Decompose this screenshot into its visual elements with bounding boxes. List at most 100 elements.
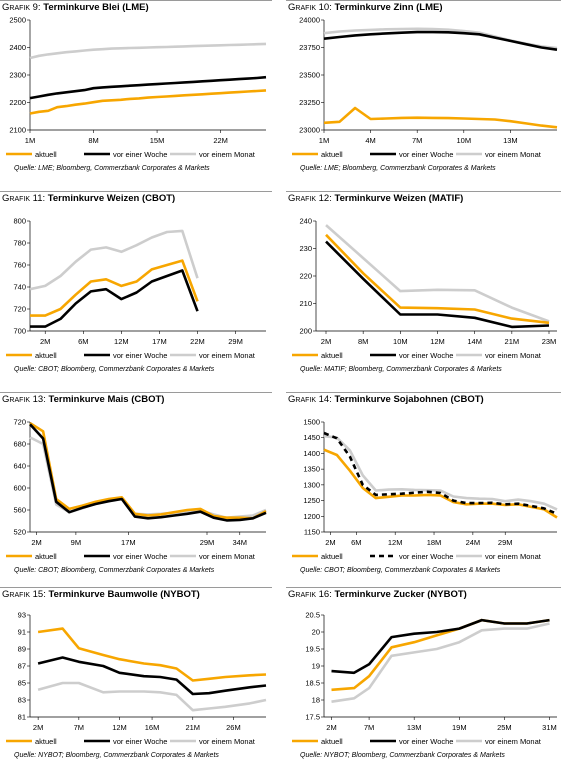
y-tick-label: 1450 — [303, 433, 320, 442]
x-tick-label: 4M — [365, 136, 375, 145]
chart-number: Grafik 10: — [288, 2, 332, 13]
y-tick-label: 20 — [312, 628, 320, 637]
legend-label-monat: vor einem Monat — [485, 150, 542, 159]
x-tick-label: 14M — [467, 337, 482, 346]
x-tick-label: 2M — [321, 337, 331, 346]
legend-label-woche: vor einer Woche — [399, 150, 453, 159]
x-axis: 1M 8M 15M 22M — [25, 129, 266, 145]
y-tick-label: 93 — [18, 611, 26, 620]
y-tick-label: 18 — [312, 696, 320, 705]
y-axis: 700 720 740 760 780 800 — [13, 217, 31, 336]
panel-divider — [0, 191, 272, 192]
chart-panel: Grafik 9: Terminkurve Blei (LME) 2100 2200… — [0, 0, 272, 188]
legend: aktuell vor einer Woche vor einem Monat — [6, 552, 256, 561]
y-tick-label: 560 — [13, 506, 26, 515]
chart-panel: Grafik 12: Terminkurve Weizen (MATIF) 200… — [286, 191, 561, 383]
x-tick-label: 8M — [88, 136, 98, 145]
x-tick-label: 13M — [407, 723, 422, 732]
legend-label-monat: vor einem Monat — [199, 737, 256, 746]
y-tick-label: 23000 — [299, 126, 320, 135]
panel-divider — [286, 392, 561, 393]
y-axis: 200 210 220 230 240 — [299, 217, 317, 336]
chart-source: Quelle: CBOT; Bloomberg, Commerzbank Cor… — [300, 567, 501, 574]
y-tick-label: 1300 — [303, 480, 320, 489]
chart-title-text: Terminkurve Sojabohnen (CBOT) — [331, 394, 484, 405]
series-group — [323, 431, 558, 519]
legend-label-aktuell: aktuell — [321, 150, 343, 159]
line-chart: 520 560 600 640 680 720 2M 9M 17M 29M 34M aktuell vo… — [6, 418, 267, 561]
y-tick-label: 23500 — [299, 71, 320, 80]
y-tick-label: 18.5 — [305, 679, 320, 688]
series-line-woche — [30, 269, 199, 328]
x-tick-label: 17M — [152, 337, 167, 346]
series-line-aktuell — [323, 448, 558, 519]
y-tick-label: 23250 — [299, 98, 320, 107]
chart-number: Grafik 16: — [288, 589, 332, 600]
x-axis: 2M 7M 13M 19M 25M 31M — [324, 716, 557, 732]
chart-number: Grafik 11: — [2, 193, 46, 204]
chart-panel: Grafik 10: Terminkurve Zinn (LME) 23000 23… — [286, 0, 561, 188]
x-tick-label: 24M — [466, 538, 481, 547]
y-tick-label: 1200 — [303, 512, 320, 521]
panel-divider — [286, 0, 561, 1]
x-axis: 2M 6M 12M 17M 22M 29M — [30, 330, 266, 346]
series-line-woche — [323, 30, 558, 51]
y-tick-label: 87 — [18, 662, 26, 671]
y-tick-label: 720 — [13, 418, 26, 427]
x-tick-label: 12M — [114, 337, 129, 346]
x-tick-label: 2M — [325, 538, 335, 547]
legend-label-woche: vor einer Woche — [399, 737, 453, 746]
chart-source: Quelle: NYBOT; Bloomberg, Commerzbank Co… — [300, 752, 505, 759]
y-tick-label: 240 — [299, 217, 312, 226]
x-axis: 2M 9M 17M 29M 34M — [30, 531, 266, 547]
chart-title: Grafik 11: Terminkurve Weizen (CBOT) — [2, 193, 175, 204]
chart-panel: Grafik 11: Terminkurve Weizen (CBOT) 700 7… — [0, 191, 272, 383]
x-tick-label: 21M — [185, 723, 200, 732]
y-tick-label: 24000 — [299, 16, 320, 25]
x-tick-label: 6M — [351, 538, 361, 547]
x-tick-label: 12M — [112, 723, 127, 732]
series-group — [325, 224, 550, 329]
legend: aktuell vor einer Woche vor einem Monat — [6, 351, 256, 360]
series-group — [323, 27, 558, 129]
chart-source: Quelle: CBOT; Bloomberg, Commerzbank Cor… — [14, 366, 215, 373]
series-group — [37, 627, 267, 712]
legend-label-monat: vor einem Monat — [199, 150, 256, 159]
series-group — [29, 421, 267, 522]
x-tick-label: 34M — [232, 538, 247, 547]
x-tick-label: 22M — [213, 136, 228, 145]
legend-label-aktuell: aktuell — [35, 150, 57, 159]
chart-panel: Grafik 13: Terminkurve Mais (CBOT) 520 560… — [0, 392, 272, 584]
y-axis: 23000 23250 23500 23750 24000 — [299, 16, 325, 135]
x-tick-label: 29M — [498, 538, 513, 547]
y-tick-label: 220 — [299, 272, 312, 281]
panel-divider — [286, 191, 561, 192]
chart-number: Grafik 14: — [288, 394, 332, 405]
line-chart: 700 720 740 760 780 800 2M 6M 12M 17M 22M 29M aktuel… — [6, 217, 266, 360]
series-line-monat — [29, 42, 267, 60]
y-tick-label: 640 — [13, 462, 26, 471]
y-tick-label: 520 — [13, 528, 26, 537]
legend-label-aktuell: aktuell — [35, 737, 57, 746]
chart-number: Grafik 12: — [288, 193, 332, 204]
x-tick-label: 2M — [40, 337, 50, 346]
x-tick-label: 22M — [190, 337, 205, 346]
chart-title: Grafik 13: Terminkurve Mais (CBOT) — [2, 394, 164, 405]
y-tick-label: 19 — [312, 662, 320, 671]
y-tick-label: 2300 — [9, 71, 26, 80]
legend-label-monat: vor einem Monat — [199, 351, 256, 360]
x-tick-label: 1M — [25, 136, 35, 145]
line-chart: 1150 1200 1250 1300 1350 1400 1450 1500 2M 6M 12M 1… — [292, 418, 558, 561]
series-line-aktuell — [323, 106, 558, 129]
chart-title: Grafik 15: Terminkurve Baumwolle (NYBOT) — [2, 589, 200, 600]
series-group — [331, 618, 550, 703]
x-tick-label: 17M — [121, 538, 136, 547]
x-tick-label: 10M — [457, 136, 472, 145]
legend: aktuell vor einer Woche vor einem Monat — [292, 737, 542, 746]
chart-number: Grafik 15: — [2, 589, 46, 600]
x-tick-label: 31M — [542, 723, 557, 732]
x-axis: 2M 7M 12M 16M 21M 26M — [30, 716, 266, 732]
y-tick-label: 2500 — [9, 16, 26, 25]
y-tick-label: 17.5 — [305, 713, 320, 722]
chart-title: Grafik 10: Terminkurve Zinn (LME) — [288, 2, 443, 13]
